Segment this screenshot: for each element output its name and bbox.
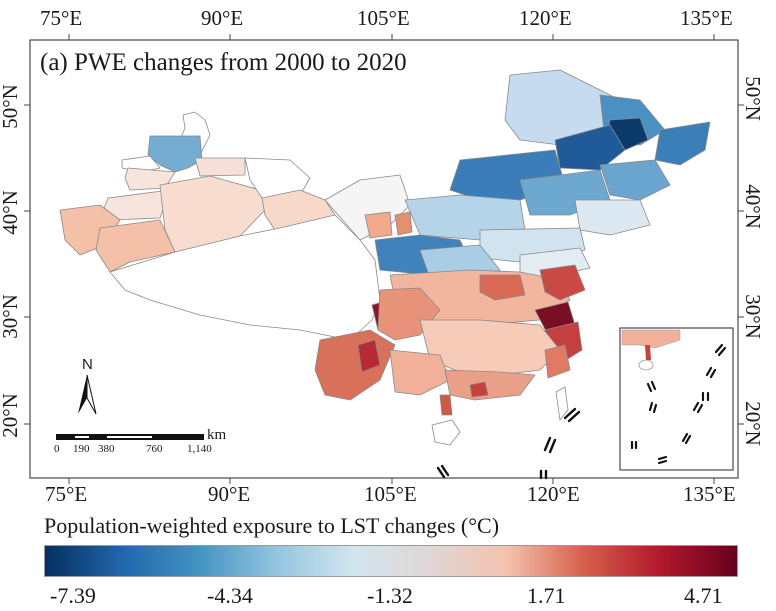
- scale-label-760: 760: [146, 443, 163, 455]
- region-henan-red: [479, 274, 526, 301]
- bottom-tick-120E: 120°E: [527, 482, 580, 506]
- bottom-tick-90E: 90°E: [208, 482, 251, 506]
- scale-bar: [56, 434, 204, 440]
- axis-ticks: [24, 34, 744, 484]
- south-china-sea-inset: [619, 327, 734, 471]
- scale-label-1140: 1,140: [187, 443, 212, 455]
- right-tick-30N: 30°N: [740, 294, 765, 339]
- region-gansu-orange: [364, 211, 393, 239]
- region-guangxi: [389, 349, 451, 396]
- region-jilin: [599, 159, 671, 201]
- left-tick-40N: 40°N: [0, 190, 22, 235]
- region-yunnan-hot: [357, 339, 381, 373]
- top-tick-75E: 75°E: [40, 6, 83, 30]
- scale-label-0: 0: [54, 443, 60, 455]
- region-ningxia: [394, 211, 413, 236]
- scale-label-380: 380: [98, 443, 115, 455]
- right-tick-20N: 20°N: [740, 401, 765, 446]
- region-hotan: [95, 219, 176, 273]
- map-regions: [59, 69, 711, 446]
- colorbar-tick-2: -1.32: [367, 583, 413, 608]
- region-taiwan: [555, 386, 569, 421]
- bottom-tick-75E: 75°E: [45, 482, 88, 506]
- colorbar-tick-0: -7.39: [50, 583, 96, 608]
- legend-title: Population-weighted exposure to LST chan…: [44, 513, 500, 538]
- region-hainan: [431, 419, 461, 446]
- region-pearl-delta: [469, 381, 489, 398]
- top-tick-135E: 135°E: [680, 6, 733, 30]
- top-tick-90E: 90°E: [201, 6, 244, 30]
- bottom-tick-105E: 105°E: [364, 482, 417, 506]
- left-tick-50N: 50°N: [0, 84, 22, 129]
- top-tick-105E: 105°E: [357, 6, 410, 30]
- north-label: N: [82, 356, 93, 373]
- map-title: (a) PWE changes from 2000 to 2020: [40, 49, 407, 76]
- colorbar-tick-4: 4.71: [684, 583, 723, 608]
- bottom-tick-135E: 135°E: [683, 482, 736, 506]
- left-tick-30N: 30°N: [0, 294, 22, 339]
- region-fujian: [544, 344, 571, 379]
- top-tick-120E: 120°E: [519, 6, 572, 30]
- colorbar: [44, 545, 738, 577]
- colorbar-tick-1: -4.34: [207, 583, 253, 608]
- region-xj-pale-3: [103, 189, 171, 221]
- left-tick-20N: 20°N: [0, 393, 22, 438]
- north-arrow-icon: [78, 374, 97, 415]
- nine-dash-line-marks: [436, 407, 581, 480]
- region-heilongjiang-east: [654, 121, 711, 166]
- scale-label-190: 190: [73, 443, 90, 455]
- region-jiangsu: [539, 264, 586, 301]
- region-xj-pale-2: [194, 157, 246, 177]
- scale-unit: km: [207, 427, 227, 443]
- right-tick-50N: 50°N: [740, 76, 765, 121]
- region-liaoning: [574, 199, 651, 236]
- region-leizhou: [439, 394, 453, 416]
- colorbar-tick-3: 1.71: [527, 583, 566, 608]
- right-tick-40N: 40°N: [740, 184, 765, 229]
